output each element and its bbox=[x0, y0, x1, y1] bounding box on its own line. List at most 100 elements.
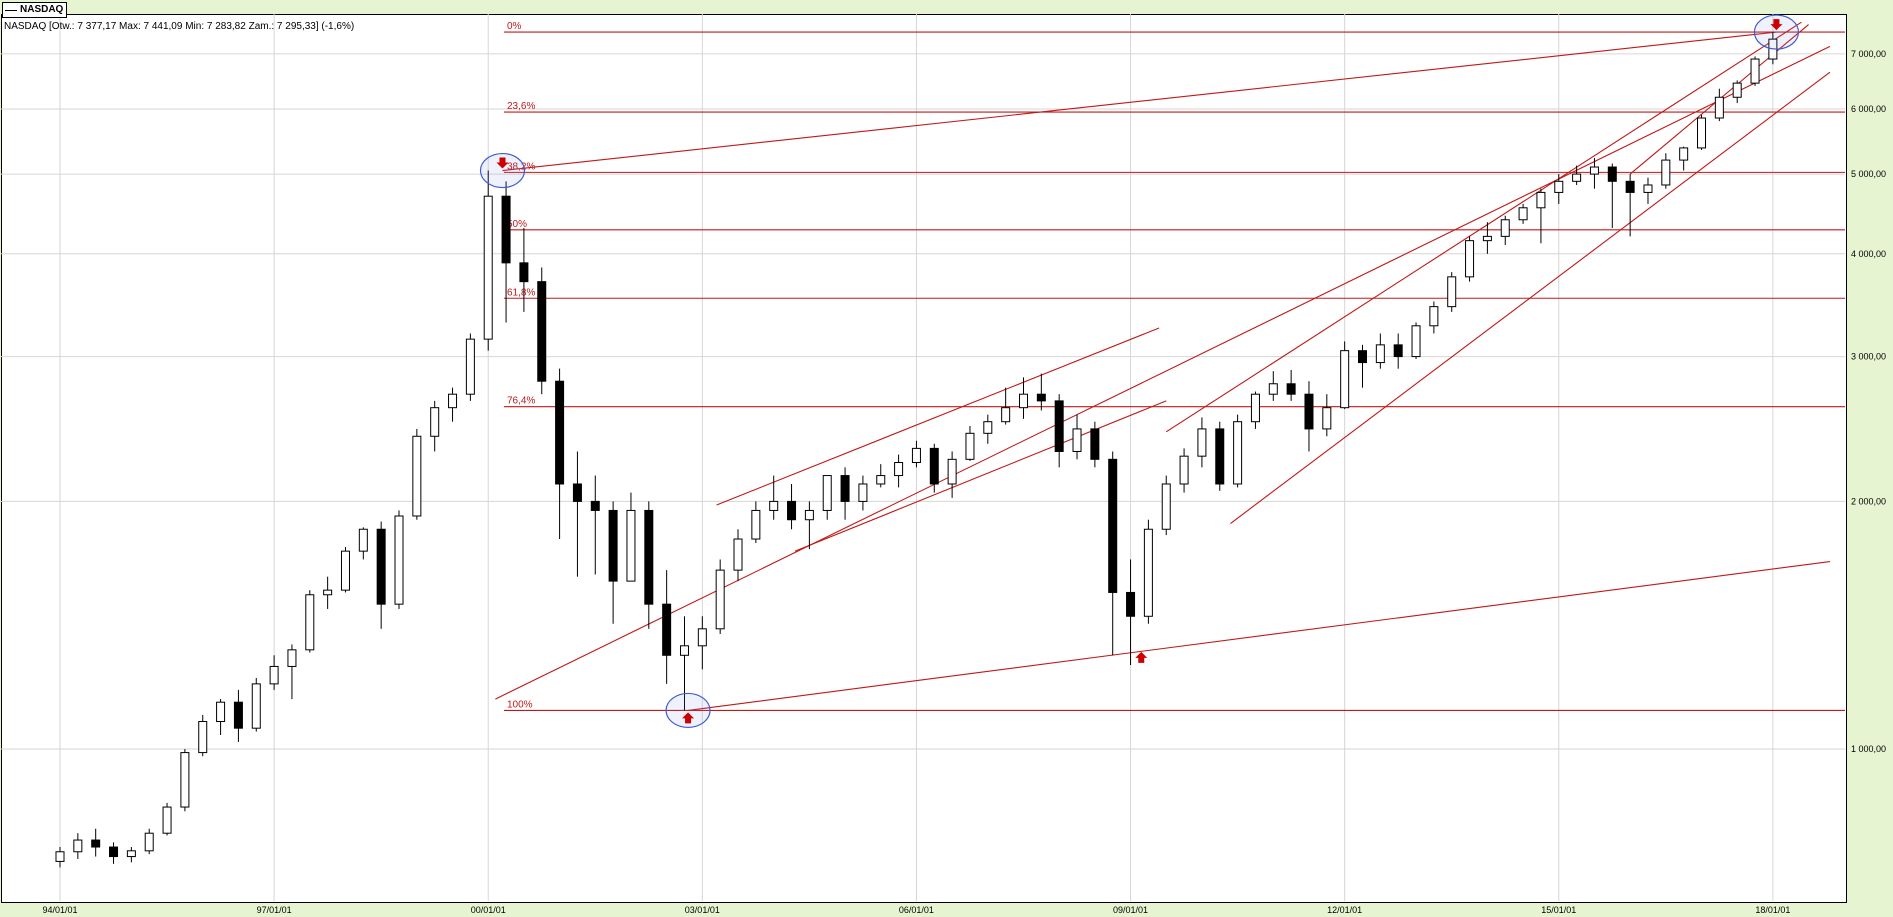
candle-body bbox=[1589, 166, 1599, 175]
candle-body bbox=[1607, 166, 1617, 182]
candle-body bbox=[430, 407, 440, 437]
candle-body bbox=[1358, 350, 1368, 364]
x-tick-label: 15/01/01 bbox=[1541, 905, 1576, 915]
candle-body bbox=[769, 500, 779, 511]
x-tick-label: 03/01/01 bbox=[685, 905, 720, 915]
candle-body bbox=[1625, 180, 1635, 193]
legend-line-icon bbox=[5, 9, 17, 11]
candle-body bbox=[1661, 159, 1671, 186]
grid-layer bbox=[1, 14, 1845, 901]
candle-body bbox=[662, 603, 672, 656]
legend-series-label: NASDAQ bbox=[20, 4, 64, 15]
candle-body bbox=[1108, 458, 1118, 593]
pivot-circle bbox=[665, 692, 711, 729]
candle-body bbox=[1536, 191, 1546, 209]
candle-body bbox=[608, 509, 618, 582]
candle-body bbox=[1465, 240, 1475, 278]
candle-body bbox=[787, 500, 797, 521]
fib-level-label: 50% bbox=[507, 219, 527, 230]
candle-body bbox=[1197, 428, 1207, 457]
y-tick-label: 3 000,00 bbox=[1851, 352, 1886, 362]
candle-body bbox=[448, 393, 458, 409]
candle-body bbox=[858, 483, 868, 502]
y-tick-label: 2 000,00 bbox=[1851, 496, 1886, 506]
candle-body bbox=[1697, 117, 1707, 149]
candle-body bbox=[983, 421, 993, 434]
candle-body bbox=[340, 550, 350, 591]
candle-body bbox=[323, 589, 333, 596]
fib-level-label: 76,4% bbox=[507, 396, 535, 407]
trend-line bbox=[794, 400, 1167, 552]
candle-body bbox=[537, 281, 547, 382]
trendline-layer bbox=[495, 21, 1831, 711]
x-tick-label: 00/01/01 bbox=[471, 905, 506, 915]
legend: NASDAQ bbox=[2, 2, 68, 18]
pivot-circle bbox=[1753, 14, 1800, 50]
candle-body bbox=[894, 462, 904, 477]
candle-body bbox=[1161, 483, 1171, 530]
candle-body bbox=[251, 683, 261, 729]
candle-body bbox=[1126, 591, 1136, 617]
candle-body bbox=[715, 569, 725, 630]
candle-body bbox=[305, 594, 315, 651]
y-tick-label: 1 000,00 bbox=[1851, 744, 1886, 754]
x-tick-label: 09/01/01 bbox=[1113, 905, 1148, 915]
trend-line bbox=[502, 31, 1777, 172]
candle-body bbox=[840, 475, 850, 502]
candle-body bbox=[1215, 428, 1225, 485]
candle-body bbox=[751, 509, 761, 540]
candle-body bbox=[876, 475, 886, 485]
marker-layer bbox=[479, 14, 1800, 729]
candle-body bbox=[1411, 325, 1421, 358]
fib-level-label: 61,8% bbox=[507, 287, 535, 298]
candle-body bbox=[1429, 306, 1439, 327]
axis-layer: 94/01/01 97/01/01 00/01/01 03/01/01 06/01/01… bbox=[42, 49, 1886, 915]
candle-body bbox=[162, 806, 172, 834]
y-tick-label: 7 000,00 bbox=[1851, 49, 1886, 59]
candle-body bbox=[1340, 350, 1350, 409]
candle-body bbox=[1018, 393, 1028, 409]
x-tick-label: 94/01/01 bbox=[42, 905, 77, 915]
plot-area bbox=[1, 14, 1847, 903]
candle-body bbox=[269, 665, 279, 685]
x-tick-label: 18/01/01 bbox=[1755, 905, 1790, 915]
candle-body bbox=[1447, 276, 1457, 308]
candle-layer bbox=[55, 32, 1778, 868]
arrow-down-icon bbox=[496, 157, 509, 169]
candle-body bbox=[394, 515, 404, 605]
candle-body bbox=[965, 432, 975, 460]
fib-level-label: 38,2% bbox=[507, 161, 535, 172]
candle-body bbox=[144, 832, 154, 852]
trend-line bbox=[716, 327, 1160, 506]
candle-body bbox=[180, 752, 190, 808]
candle-body bbox=[198, 721, 208, 754]
fib-level-label: 100% bbox=[507, 699, 533, 710]
candle-body bbox=[1714, 96, 1724, 119]
candle-body bbox=[590, 500, 600, 511]
x-tick-label: 12/01/01 bbox=[1327, 905, 1362, 915]
candle-body bbox=[1572, 173, 1582, 182]
candle-body bbox=[1179, 455, 1189, 485]
fib-level-label: 23,6% bbox=[507, 101, 535, 112]
candle-body bbox=[626, 509, 636, 582]
candle-body bbox=[1482, 235, 1492, 242]
candle-body bbox=[697, 628, 707, 647]
candle-body bbox=[733, 538, 743, 571]
candle-body bbox=[233, 701, 243, 729]
candle-body bbox=[1304, 393, 1314, 430]
candle-body bbox=[1375, 344, 1385, 364]
trend-line bbox=[1165, 21, 1802, 433]
candle-body bbox=[483, 195, 493, 340]
candle-body bbox=[376, 528, 386, 605]
candle-body bbox=[287, 649, 297, 667]
candle-body bbox=[109, 846, 119, 858]
candle-body bbox=[1500, 219, 1510, 237]
candle-body bbox=[804, 509, 814, 521]
x-tick-label: 06/01/01 bbox=[899, 905, 934, 915]
candle-body bbox=[519, 262, 529, 283]
candle-body bbox=[126, 850, 136, 858]
pivot-circle bbox=[479, 152, 526, 189]
candle-body bbox=[1393, 344, 1403, 358]
candle-body bbox=[1090, 428, 1100, 460]
